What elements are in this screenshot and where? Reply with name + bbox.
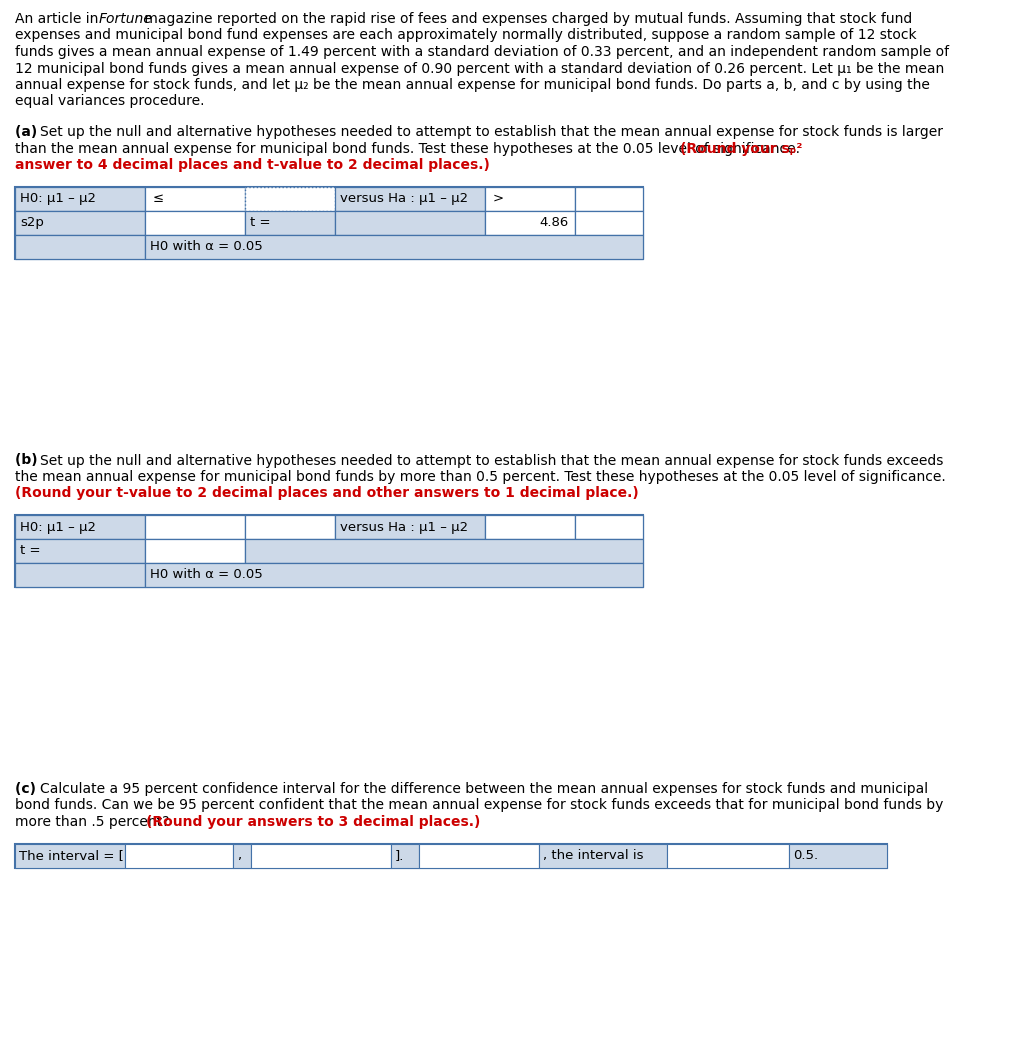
Bar (335, 187, 485, 210)
Bar (419, 843, 539, 867)
Text: t =: t = (250, 216, 270, 229)
Text: , the interval is: , the interval is (543, 849, 643, 862)
Bar (789, 843, 887, 867)
Text: equal variances procedure.: equal variances procedure. (15, 94, 204, 108)
Text: 4.86: 4.86 (539, 216, 569, 229)
Bar (15, 539, 145, 563)
Text: s2p: s2p (20, 216, 44, 229)
Bar (575, 514, 643, 539)
Text: Fortune: Fortune (99, 12, 152, 26)
Bar (485, 187, 575, 210)
Text: ].: ]. (395, 849, 404, 862)
Text: 0.5.: 0.5. (793, 849, 818, 862)
Bar (145, 210, 245, 234)
Text: (b): (b) (15, 454, 43, 467)
Bar (15, 563, 145, 587)
Bar (575, 210, 643, 234)
Text: ≤: ≤ (153, 192, 165, 205)
Text: H0: μ1 – μ2: H0: μ1 – μ2 (20, 521, 96, 533)
Text: Set up the null and alternative hypotheses needed to attempt to establish that t: Set up the null and alternative hypothes… (40, 125, 943, 139)
Bar (145, 187, 245, 210)
Text: versus Ha : μ1 – μ2: versus Ha : μ1 – μ2 (340, 192, 468, 205)
Bar (245, 514, 335, 539)
Bar (666, 843, 789, 867)
Bar (15, 514, 145, 539)
Text: more than .5 percent?: more than .5 percent? (15, 815, 174, 830)
Text: funds gives a mean annual expense of 1.49 percent with a standard deviation of 0: funds gives a mean annual expense of 1.4… (15, 45, 949, 59)
Text: Calculate a 95 percent confidence interval for the difference between the mean a: Calculate a 95 percent confidence interv… (40, 782, 928, 796)
Text: >: > (493, 192, 504, 205)
Bar (233, 843, 251, 867)
Bar (125, 843, 233, 867)
Text: ,: , (237, 849, 241, 862)
Text: bond funds. Can we be 95 percent confident that the mean annual expense for stoc: bond funds. Can we be 95 percent confide… (15, 798, 944, 813)
Text: The interval = [: The interval = [ (19, 849, 124, 862)
Bar (15, 843, 125, 867)
Bar (145, 234, 643, 258)
Bar (15, 210, 145, 234)
Bar (145, 539, 245, 563)
Text: the mean annual expense for municipal bond funds by more than 0.5 percent. Test : the mean annual expense for municipal bo… (15, 470, 946, 484)
Text: H0 with α = 0.05: H0 with α = 0.05 (150, 240, 263, 253)
Bar (539, 843, 666, 867)
Bar (145, 563, 643, 587)
Text: Set up the null and alternative hypotheses needed to attempt to establish that t: Set up the null and alternative hypothes… (40, 454, 943, 467)
Text: answer to 4 decimal places and t-value to 2 decimal places.): answer to 4 decimal places and t-value t… (15, 158, 490, 172)
Bar (575, 187, 643, 210)
Bar (485, 514, 575, 539)
Bar (391, 843, 419, 867)
Bar (15, 843, 887, 867)
Text: than the mean annual expense for municipal bond funds. Test these hypotheses at : than the mean annual expense for municip… (15, 142, 805, 155)
Bar (15, 187, 643, 258)
Bar (251, 843, 391, 867)
Text: magazine reported on the rapid rise of fees and expenses charged by mutual funds: magazine reported on the rapid rise of f… (139, 12, 911, 26)
Text: (a): (a) (15, 125, 42, 139)
Bar (15, 234, 145, 258)
Bar (335, 514, 485, 539)
Bar (335, 210, 485, 234)
Text: t =: t = (20, 545, 41, 558)
Text: H0 with α = 0.05: H0 with α = 0.05 (150, 568, 263, 582)
Text: H0: μ1 – μ2: H0: μ1 – μ2 (20, 192, 96, 205)
Bar (245, 539, 643, 563)
Text: An article in: An article in (15, 12, 103, 26)
Bar (145, 514, 245, 539)
Text: versus Ha : μ1 – μ2: versus Ha : μ1 – μ2 (340, 521, 468, 533)
Text: expenses and municipal bond fund expenses are each approximately normally distri: expenses and municipal bond fund expense… (15, 28, 916, 42)
Text: 12 municipal bond funds gives a mean annual expense of 0.90 percent with a stand: 12 municipal bond funds gives a mean ann… (15, 62, 944, 76)
Bar (15, 187, 145, 210)
Text: (Round your answers to 3 decimal places.): (Round your answers to 3 decimal places.… (145, 815, 480, 830)
Bar (245, 187, 335, 210)
Text: (Round your sₚ²: (Round your sₚ² (681, 142, 803, 155)
Text: annual expense for stock funds, and let μ₂ be the mean annual expense for munici: annual expense for stock funds, and let … (15, 78, 930, 92)
Bar (245, 210, 335, 234)
Bar (485, 210, 575, 234)
Bar (15, 514, 643, 587)
Text: (Round your t-value to 2 decimal places and other answers to 1 decimal place.): (Round your t-value to 2 decimal places … (15, 486, 639, 501)
Text: (c): (c) (15, 782, 41, 796)
